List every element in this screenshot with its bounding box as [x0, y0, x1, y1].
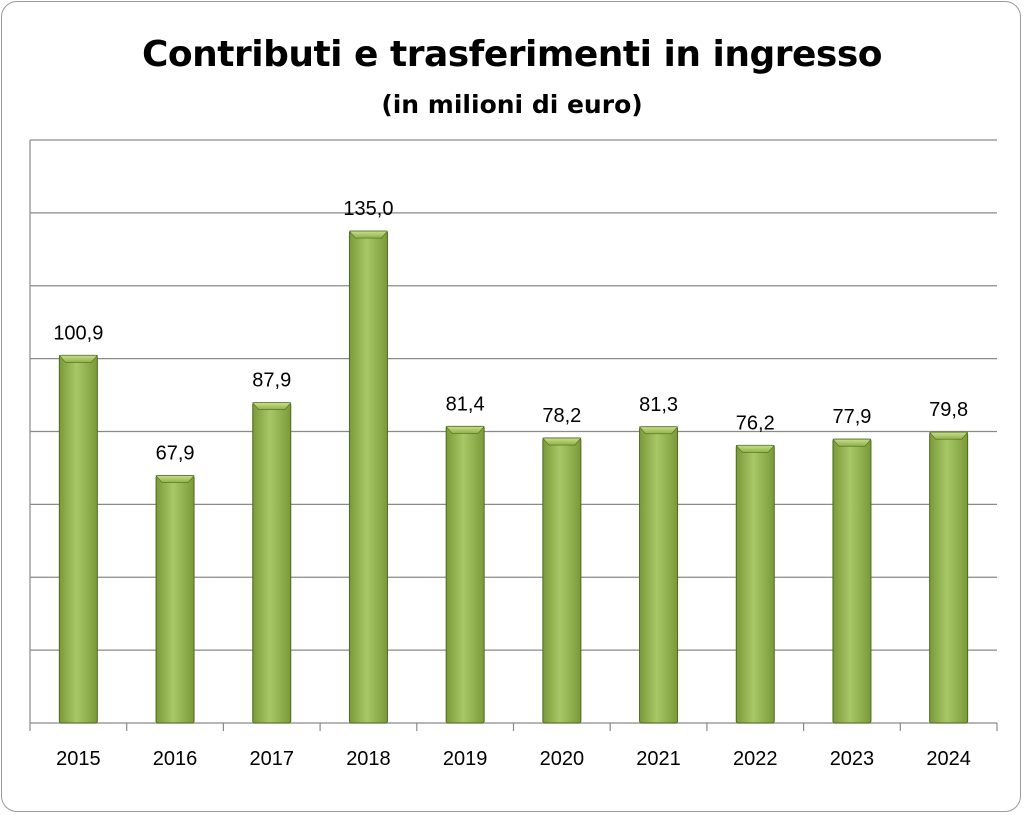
- x-tick-label-2017: 2017: [250, 748, 295, 770]
- data-label-2023: 77,9: [832, 406, 871, 428]
- data-label-2024: 79,8: [929, 399, 968, 421]
- bars: [58, 230, 969, 724]
- x-tick-label-2016: 2016: [153, 748, 198, 770]
- data-label-2022: 76,2: [736, 412, 775, 434]
- chart-title: Contributi e trasferimenti in ingresso: [141, 34, 883, 75]
- x-tick-labels: 2015 2016 2017 2018 2019 2020 2021 2022 2023 2024: [56, 748, 971, 770]
- x-tick-label-2020: 2020: [540, 748, 585, 770]
- x-tick-label-2022: 2022: [733, 748, 778, 770]
- bar-cap-2017: [252, 402, 292, 411]
- x-tick-label-2018: 2018: [346, 748, 391, 770]
- bar-cap-2020: [542, 437, 582, 446]
- x-tick-label-2019: 2019: [443, 748, 488, 770]
- x-tick-label-2024: 2024: [926, 748, 971, 770]
- chart-subtitle: (in milioni di euro): [381, 90, 643, 119]
- bar-2019: [445, 425, 485, 724]
- bar-cap-2023: [832, 438, 872, 447]
- data-label-2016: 67,9: [156, 443, 195, 465]
- bar-2023: [832, 438, 872, 724]
- x-tick-label-2021: 2021: [636, 748, 681, 770]
- bar-cap-2022: [735, 445, 775, 453]
- x-tick-label-2023: 2023: [830, 748, 875, 770]
- bar-2020: [542, 437, 582, 724]
- bar-2015: [58, 354, 98, 724]
- data-labels: 100,9 67,9 87,9 135,0 81,4 78,2 81,3 76,2 77,9 79…: [53, 198, 968, 464]
- data-label-2019: 81,4: [446, 393, 485, 415]
- data-label-2017: 87,9: [252, 370, 291, 392]
- bar-cap-2018: [348, 230, 389, 239]
- bar-2021: [639, 426, 679, 724]
- bar-cap-2019: [445, 426, 485, 434]
- bar-cap-2021: [638, 426, 679, 435]
- bar-cap-2016: [155, 475, 195, 483]
- bar-2024: [929, 431, 969, 724]
- bar-2022: [735, 444, 775, 724]
- bar-2017: [252, 402, 292, 724]
- data-label-2020: 78,2: [542, 405, 581, 427]
- data-label-2021: 81,3: [639, 394, 678, 416]
- data-label-2015: 100,9: [53, 322, 103, 344]
- x-tick-label-2015: 2015: [56, 748, 101, 770]
- bar-cap-2015: [58, 355, 99, 363]
- data-label-2018: 135,0: [343, 198, 393, 220]
- bar-2018: [348, 230, 388, 724]
- bar-2016: [155, 475, 195, 724]
- bar-cap-2024: [928, 431, 969, 440]
